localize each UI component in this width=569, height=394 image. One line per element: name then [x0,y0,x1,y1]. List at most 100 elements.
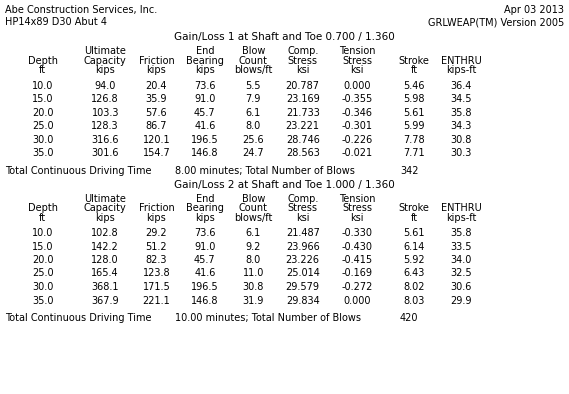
Text: 25.0: 25.0 [32,268,53,279]
Text: 30.8: 30.8 [450,134,472,145]
Text: 8.0: 8.0 [246,255,261,265]
Text: 5.5: 5.5 [245,80,261,91]
Text: Tension: Tension [339,46,376,56]
Text: 32.5: 32.5 [450,268,472,279]
Text: -0.169: -0.169 [342,268,373,279]
Text: 25.014: 25.014 [286,268,320,279]
Text: Ultimate: Ultimate [84,193,126,203]
Text: Apr 03 2013: Apr 03 2013 [504,5,564,15]
Text: kips: kips [96,65,115,75]
Text: -0.301: -0.301 [342,121,373,131]
Text: 21.733: 21.733 [286,108,320,117]
Text: 9.2: 9.2 [245,242,261,251]
Text: -0.355: -0.355 [342,94,373,104]
Text: Comp.: Comp. [287,46,319,56]
Text: 20.0: 20.0 [32,108,53,117]
Text: 34.5: 34.5 [450,94,472,104]
Text: 91.0: 91.0 [194,242,216,251]
Text: Depth: Depth [28,203,57,213]
Text: 34.3: 34.3 [450,121,472,131]
Text: blows/ft: blows/ft [234,212,273,223]
Text: Blow: Blow [241,46,265,56]
Text: ft: ft [39,212,46,223]
Text: 7.78: 7.78 [403,134,425,145]
Text: Total Continuous Driving Time: Total Continuous Driving Time [5,165,151,175]
Text: Stress: Stress [288,56,318,65]
Text: 21.487: 21.487 [286,228,320,238]
Text: 23.169: 23.169 [286,94,320,104]
Text: Bearing: Bearing [186,56,224,65]
Text: 30.0: 30.0 [32,282,53,292]
Text: -0.021: -0.021 [342,148,373,158]
Text: 41.6: 41.6 [194,268,216,279]
Text: 8.0: 8.0 [246,121,261,131]
Text: 20.0: 20.0 [32,255,53,265]
Text: 94.0: 94.0 [94,80,116,91]
Text: 91.0: 91.0 [194,94,216,104]
Text: Bearing: Bearing [186,203,224,213]
Text: 154.7: 154.7 [143,148,170,158]
Text: 316.6: 316.6 [92,134,119,145]
Text: 10.0: 10.0 [32,80,53,91]
Text: Gain/Loss 2 at Shaft and Toe 1.000 / 1.360: Gain/Loss 2 at Shaft and Toe 1.000 / 1.3… [174,180,395,190]
Text: 102.8: 102.8 [92,228,119,238]
Text: HP14x89 D30 Abut 4: HP14x89 D30 Abut 4 [5,17,107,27]
Text: 0.000: 0.000 [344,80,371,91]
Text: 10.00 minutes; Total Number of Blows: 10.00 minutes; Total Number of Blows [175,313,361,323]
Text: 8.02: 8.02 [403,282,425,292]
Text: 5.61: 5.61 [403,108,425,117]
Text: Comp.: Comp. [287,193,319,203]
Text: 5.46: 5.46 [403,80,425,91]
Text: Blow: Blow [241,193,265,203]
Text: 8.03: 8.03 [403,296,425,305]
Text: 8.00 minutes; Total Number of Blows: 8.00 minutes; Total Number of Blows [175,165,355,175]
Text: ksi: ksi [296,212,310,223]
Text: 0.000: 0.000 [344,296,371,305]
Text: Tension: Tension [339,193,376,203]
Text: 35.0: 35.0 [32,148,53,158]
Text: kips: kips [195,212,215,223]
Text: 5.98: 5.98 [403,94,425,104]
Text: Capacity: Capacity [84,56,127,65]
Text: 51.2: 51.2 [146,242,167,251]
Text: ft: ft [39,65,46,75]
Text: ksi: ksi [351,65,364,75]
Text: kips-ft: kips-ft [446,212,476,223]
Text: 7.71: 7.71 [403,148,425,158]
Text: 20.4: 20.4 [146,80,167,91]
Text: ksi: ksi [296,65,310,75]
Text: 45.7: 45.7 [194,255,216,265]
Text: Total Continuous Driving Time: Total Continuous Driving Time [5,313,151,323]
Text: Stress: Stress [343,203,372,213]
Text: 301.6: 301.6 [92,148,119,158]
Text: -0.346: -0.346 [342,108,373,117]
Text: End: End [196,46,214,56]
Text: 29.579: 29.579 [286,282,320,292]
Text: 5.61: 5.61 [403,228,425,238]
Text: 35.8: 35.8 [450,108,472,117]
Text: 35.0: 35.0 [32,296,53,305]
Text: 30.0: 30.0 [32,134,53,145]
Text: ENTHRU: ENTHRU [440,203,481,213]
Text: 120.1: 120.1 [143,134,170,145]
Text: 221.1: 221.1 [143,296,170,305]
Text: 73.6: 73.6 [194,228,216,238]
Text: 82.3: 82.3 [146,255,167,265]
Text: kips: kips [195,65,215,75]
Text: 6.43: 6.43 [403,268,425,279]
Text: 28.746: 28.746 [286,134,320,145]
Text: 123.8: 123.8 [143,268,170,279]
Text: 342: 342 [400,165,419,175]
Text: blows/ft: blows/ft [234,65,273,75]
Text: ENTHRU: ENTHRU [440,56,481,65]
Text: 23.221: 23.221 [286,121,320,131]
Text: Stress: Stress [343,56,372,65]
Text: 11.0: 11.0 [242,268,264,279]
Text: Friction: Friction [139,203,174,213]
Text: 29.2: 29.2 [146,228,167,238]
Text: 36.4: 36.4 [450,80,472,91]
Text: 146.8: 146.8 [191,148,218,158]
Text: Stress: Stress [288,203,318,213]
Text: 15.0: 15.0 [32,94,53,104]
Text: 171.5: 171.5 [143,282,170,292]
